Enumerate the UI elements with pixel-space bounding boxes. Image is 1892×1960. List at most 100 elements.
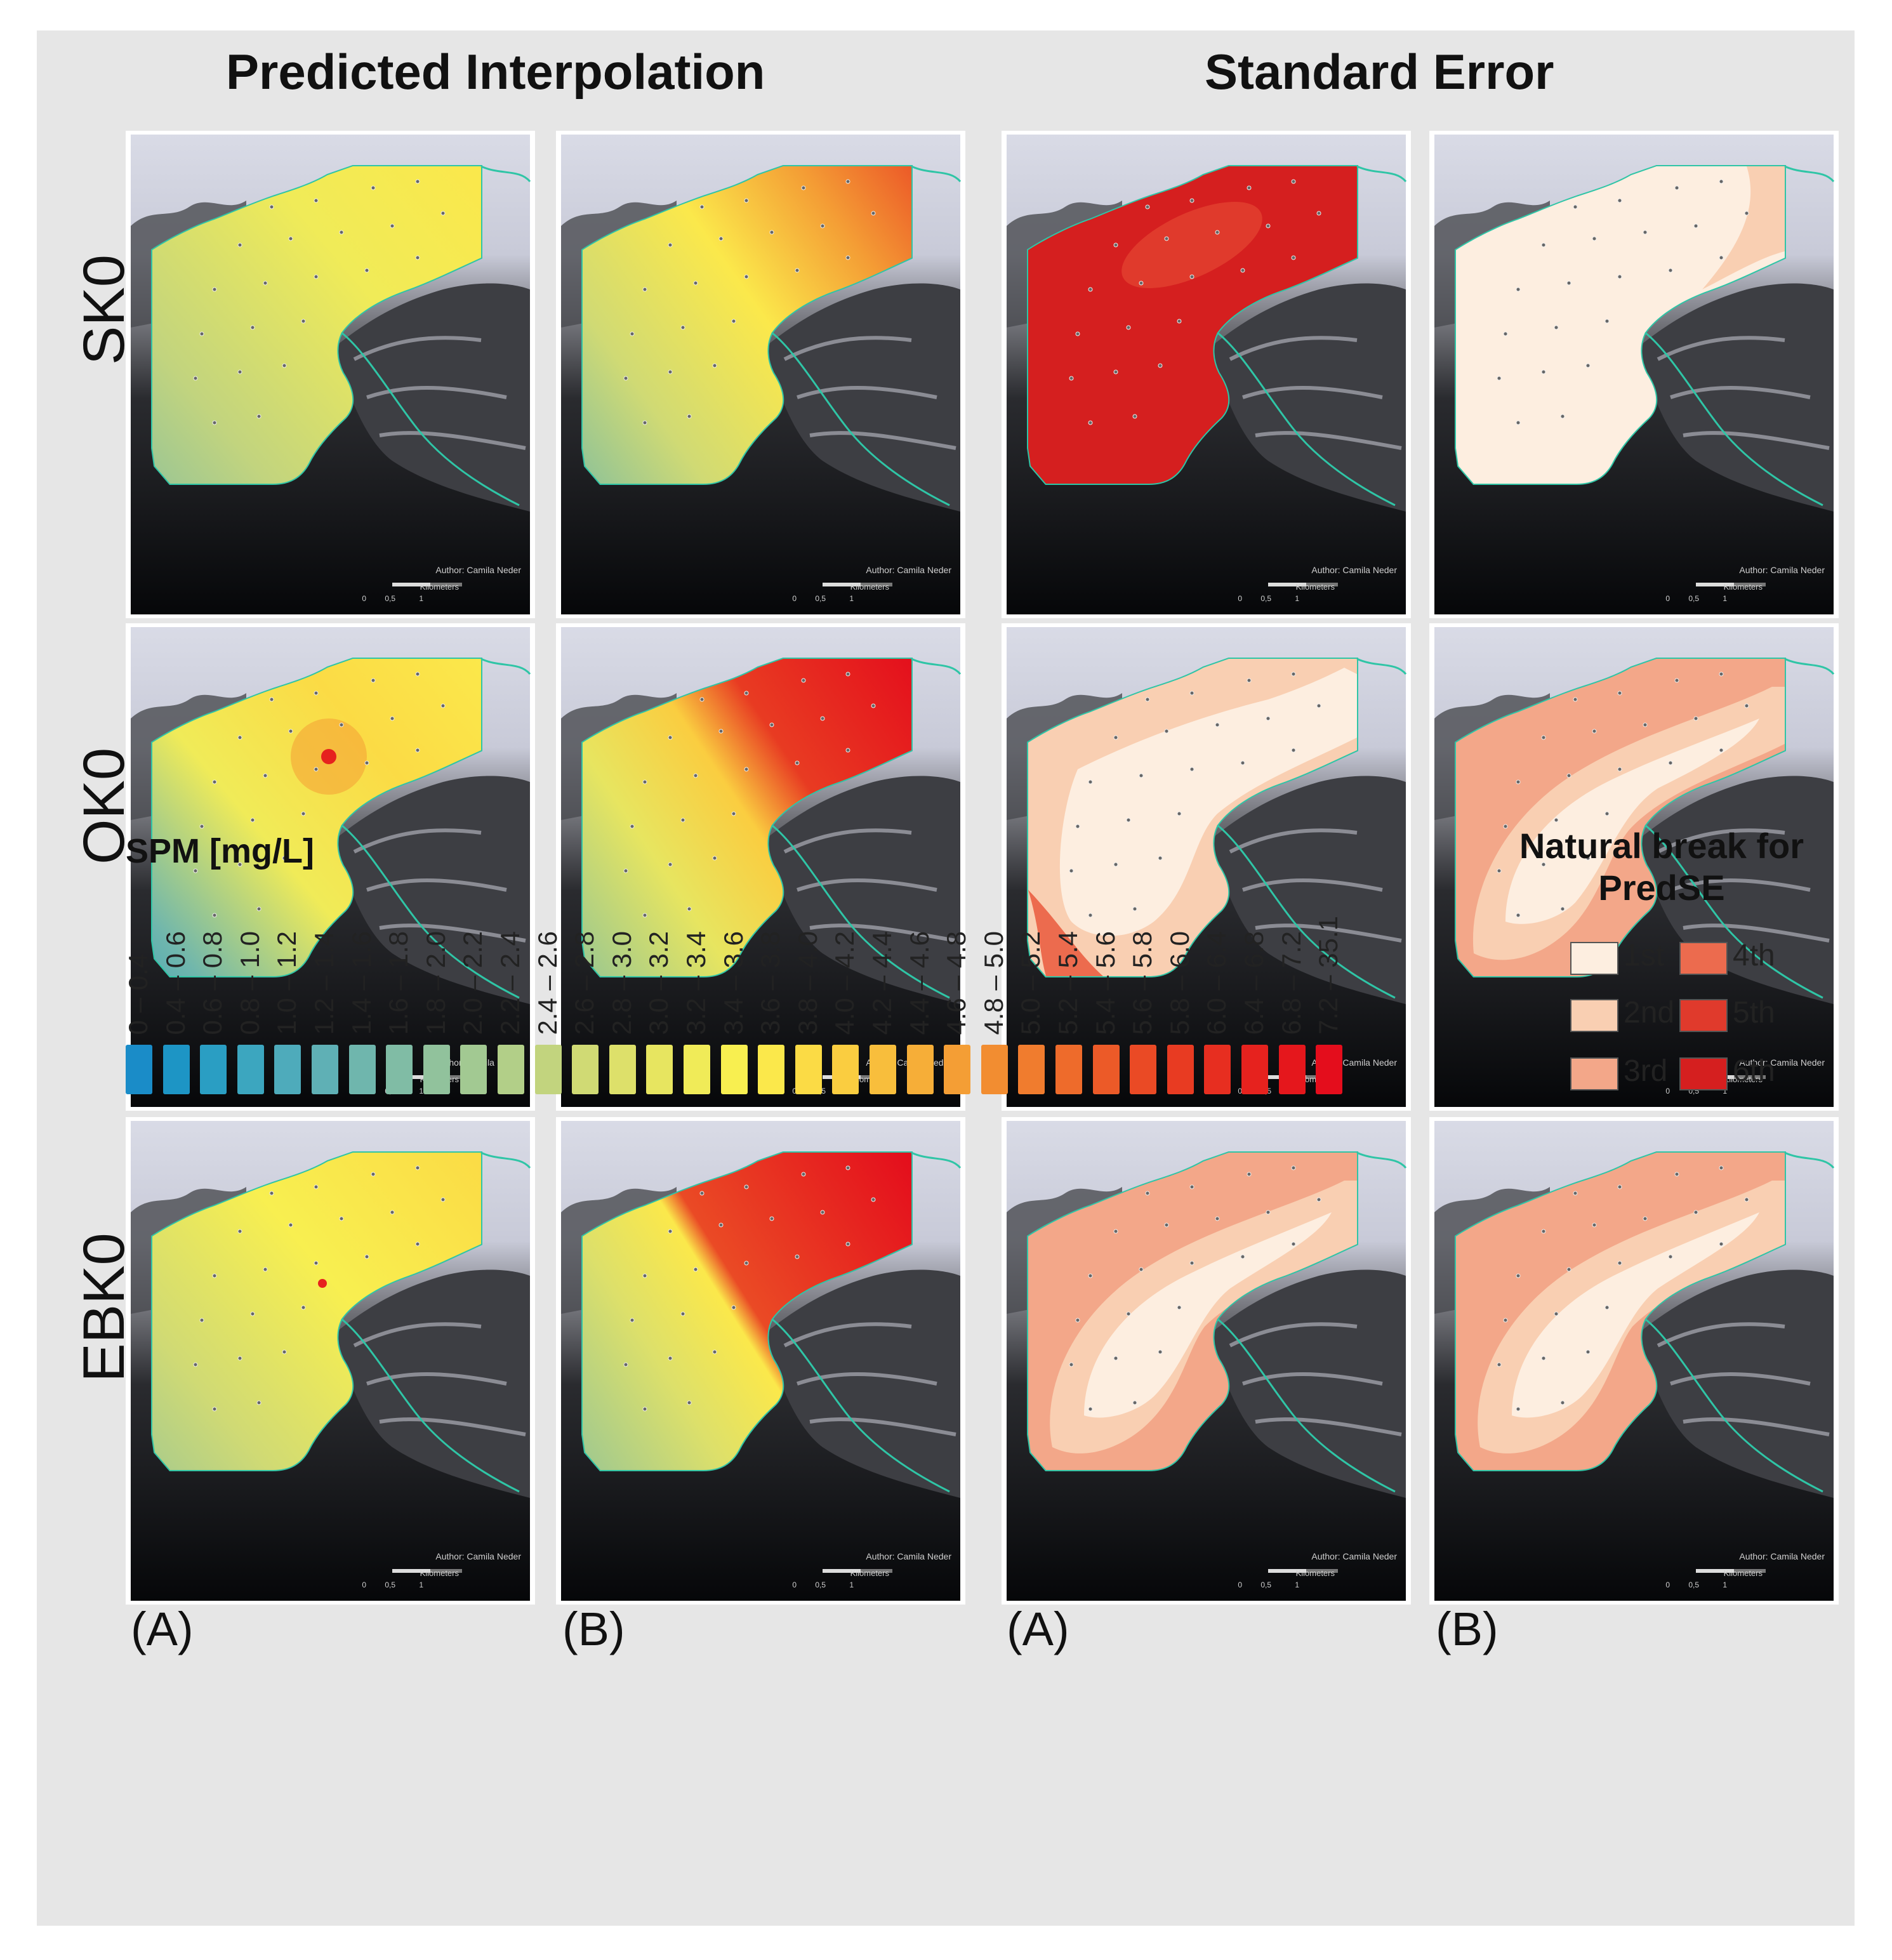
spm-range-label: 2.8 – 3.0: [606, 930, 637, 1035]
sample-station-marker: [1139, 281, 1144, 286]
sample-station-marker: [693, 773, 698, 778]
sample-station-marker: [871, 211, 876, 216]
spm-color-swatch: [832, 1045, 859, 1094]
sample-station-marker: [193, 868, 198, 873]
sample-station-marker: [1554, 325, 1559, 330]
sample-station-marker: [193, 1362, 198, 1367]
sample-station-marker: [415, 1242, 420, 1247]
spm-legend-title: SPM [mg/L]: [126, 832, 314, 870]
sample-station-marker: [1516, 1273, 1521, 1278]
natural-break-swatch: [1570, 942, 1618, 975]
sample-station-marker: [744, 1184, 749, 1189]
spm-range-label: 5.4 – 5.6: [1090, 930, 1120, 1035]
sample-station-marker: [1573, 1191, 1578, 1196]
spm-color-swatch: [1092, 1045, 1120, 1094]
sample-station-marker: [1088, 779, 1093, 785]
sample-station-marker: [237, 1356, 242, 1361]
row-label-sk0: SK0: [72, 255, 136, 365]
sample-station-marker: [1560, 1400, 1565, 1405]
sample-station-marker: [1215, 1216, 1220, 1221]
sample-station-marker: [1585, 856, 1591, 861]
sample-station-marker: [744, 691, 749, 696]
sample-station-marker: [731, 1305, 736, 1310]
sample-station-marker: [1585, 363, 1591, 368]
sample-station-marker: [314, 691, 319, 696]
scale-bar-tick: 0,5: [1260, 1580, 1271, 1589]
sample-station-marker: [1643, 722, 1648, 727]
sample-station-marker: [1177, 319, 1182, 324]
sample-station-marker: [1145, 1191, 1150, 1196]
sample-station-marker: [1164, 1222, 1169, 1228]
sample-station-marker: [1126, 818, 1131, 823]
sample-station-marker: [415, 179, 420, 184]
sample-station-marker: [1554, 818, 1559, 823]
spm-range-label: 7.2 – 35.1: [1313, 916, 1344, 1035]
sample-station-marker: [1189, 767, 1194, 772]
map-image: [561, 1121, 962, 1601]
scale-bar-tick: 0: [1665, 1580, 1670, 1589]
spm-color-swatch: [237, 1045, 264, 1094]
natural-break-title-line1: Natural break for: [1519, 826, 1804, 866]
sample-station-marker: [871, 703, 876, 708]
sample-station-marker: [642, 420, 647, 425]
sample-station-marker: [1744, 703, 1749, 708]
spm-color-swatch: [1130, 1045, 1157, 1094]
sample-station-marker: [699, 204, 705, 209]
sample-station-marker: [1113, 369, 1118, 374]
sample-station-marker: [1189, 691, 1194, 696]
sample-station-marker: [1719, 748, 1724, 753]
natural-break-label: 1st: [1624, 939, 1665, 972]
sample-station-marker: [199, 824, 204, 829]
sample-station-marker: [1566, 1267, 1571, 1272]
spm-range-label: 5.2 – 5.4: [1053, 930, 1083, 1035]
spm-color-swatch: [981, 1045, 1008, 1094]
sample-station-marker: [1126, 325, 1131, 330]
natural-break-title-line2: PredSE: [1598, 868, 1725, 908]
sample-station-marker: [237, 1229, 242, 1234]
sample-station-marker: [845, 255, 850, 260]
sample-station-marker: [1240, 1254, 1245, 1259]
sample-station-marker: [250, 325, 255, 330]
sample-station-marker: [1560, 414, 1565, 419]
sample-station-marker: [693, 1267, 698, 1272]
sample-station-marker: [718, 236, 724, 241]
sample-station-marker: [795, 268, 800, 273]
sample-station-marker: [1113, 242, 1118, 248]
scale-bar-tick: 0: [792, 1580, 797, 1589]
sample-station-marker: [1541, 1356, 1546, 1361]
sample-station-marker: [364, 760, 369, 765]
map-image: [1434, 135, 1835, 614]
sample-station-marker: [668, 1229, 673, 1234]
map-panel: Author: Camila Neder Kilometers 0 0,5 1: [126, 623, 535, 1111]
natural-break-label: 6th: [1733, 1054, 1775, 1088]
sample-station-marker: [1744, 1197, 1749, 1202]
sample-station-marker: [440, 211, 446, 216]
spm-range-label: 4.8 – 5.0: [978, 930, 1009, 1035]
sample-station-marker: [1189, 1261, 1194, 1266]
natural-break-label: 5th: [1733, 996, 1775, 1030]
sample-station-marker: [845, 1242, 850, 1247]
spm-range-label: 1.0 – 1.2: [272, 930, 302, 1035]
sample-station-marker: [212, 287, 217, 292]
sample-station-marker: [1132, 1400, 1137, 1405]
sample-station-marker: [1291, 1165, 1296, 1170]
spm-color-swatch: [386, 1045, 413, 1094]
sample-station-marker: [1132, 414, 1137, 419]
natural-break-label: 4th: [1733, 939, 1775, 972]
sample-station-marker: [314, 274, 319, 279]
sample-station-marker: [237, 369, 242, 374]
sample-station-marker: [680, 1311, 685, 1316]
sample-station-marker: [1291, 672, 1296, 677]
map-panel: Author: Camila Neder Kilometers 0 0,5 1: [1002, 1117, 1411, 1605]
sample-station-marker: [642, 779, 647, 785]
sample-station-marker: [845, 179, 850, 184]
sample-station-marker: [1541, 735, 1546, 740]
sample-station-marker: [680, 325, 685, 330]
sample-station-marker: [1177, 811, 1182, 816]
sample-station-marker: [1075, 824, 1080, 829]
spm-color-swatch: [423, 1045, 450, 1094]
sample-station-marker: [1573, 697, 1578, 702]
scale-bar-tick: 0,5: [385, 1580, 395, 1589]
sample-station-marker: [1541, 242, 1546, 248]
map-panel: Author: Camila Neder Kilometers 0 0,5 1: [1429, 131, 1839, 618]
